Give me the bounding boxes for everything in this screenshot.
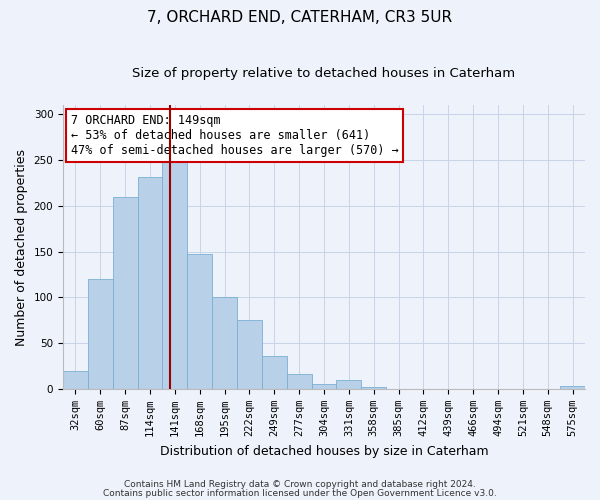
Bar: [287, 374, 311, 389]
Bar: [88, 279, 113, 389]
Bar: [163, 160, 187, 389]
Bar: [262, 356, 287, 389]
Text: 7 ORCHARD END: 149sqm
← 53% of detached houses are smaller (641)
47% of semi-det: 7 ORCHARD END: 149sqm ← 53% of detached …: [71, 114, 398, 157]
Bar: [113, 197, 137, 389]
Title: Size of property relative to detached houses in Caterham: Size of property relative to detached ho…: [133, 68, 515, 80]
Bar: [187, 254, 212, 389]
Bar: [212, 296, 237, 389]
Text: Contains HM Land Registry data © Crown copyright and database right 2024.: Contains HM Land Registry data © Crown c…: [124, 480, 476, 489]
Bar: [311, 384, 337, 389]
Text: Contains public sector information licensed under the Open Government Licence v3: Contains public sector information licen…: [103, 489, 497, 498]
Bar: [137, 176, 163, 389]
Y-axis label: Number of detached properties: Number of detached properties: [15, 148, 28, 346]
Bar: [337, 380, 361, 389]
Text: 7, ORCHARD END, CATERHAM, CR3 5UR: 7, ORCHARD END, CATERHAM, CR3 5UR: [148, 10, 452, 25]
Bar: [63, 370, 88, 389]
Bar: [361, 387, 386, 389]
Bar: [560, 386, 585, 389]
X-axis label: Distribution of detached houses by size in Caterham: Distribution of detached houses by size …: [160, 444, 488, 458]
Bar: [237, 320, 262, 389]
